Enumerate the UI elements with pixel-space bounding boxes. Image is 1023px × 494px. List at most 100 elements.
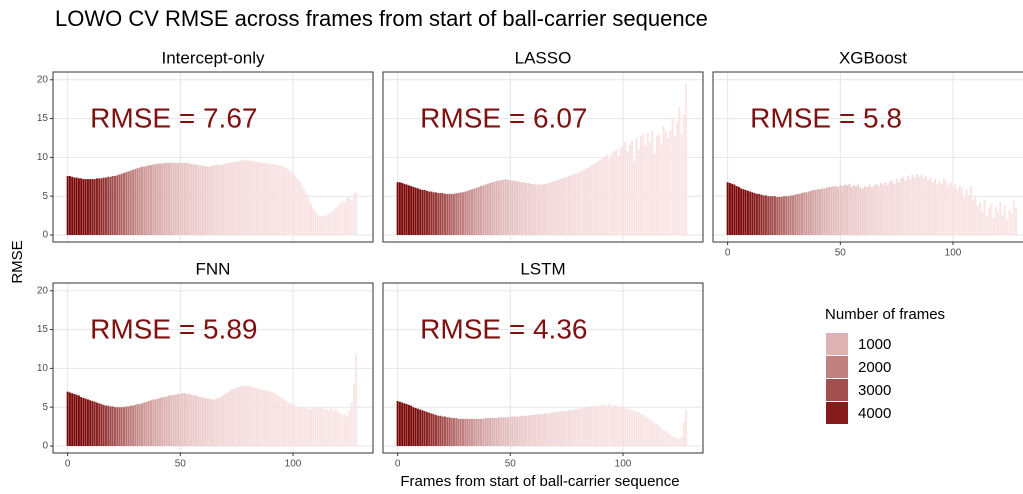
bar [439, 193, 442, 236]
bar [624, 141, 627, 236]
bar [401, 402, 404, 447]
bar [296, 406, 299, 447]
bar [789, 195, 792, 236]
bar [204, 397, 207, 447]
bar [979, 202, 982, 236]
bar [617, 407, 620, 447]
bar [812, 189, 815, 236]
bar [260, 389, 263, 447]
bar [527, 183, 530, 236]
bar [626, 151, 629, 236]
bar [437, 193, 440, 236]
bar [807, 191, 810, 236]
bar [495, 180, 498, 236]
bar [278, 165, 281, 236]
bar [143, 166, 146, 236]
bar [264, 162, 267, 236]
bar [183, 393, 186, 447]
bar [1015, 207, 1018, 236]
bar [434, 414, 437, 447]
bar [513, 180, 516, 236]
bar [888, 181, 891, 236]
bar [592, 406, 595, 447]
bar [954, 183, 957, 236]
bar [468, 418, 471, 447]
bar [457, 418, 460, 447]
panel-border [382, 71, 704, 243]
bar [518, 416, 521, 447]
bar [71, 393, 74, 447]
bar [122, 172, 125, 236]
bar [350, 200, 353, 236]
bar [486, 418, 489, 447]
bar [552, 181, 555, 236]
bar [667, 432, 670, 447]
bar [850, 186, 853, 236]
bar [785, 196, 788, 236]
bar [942, 178, 945, 236]
bar [210, 399, 213, 447]
bar [536, 414, 539, 447]
bar [475, 187, 478, 236]
bar [906, 176, 909, 236]
bar [773, 196, 776, 236]
bar [428, 412, 431, 447]
bar [343, 202, 346, 236]
bar [655, 424, 658, 447]
bar [585, 168, 588, 236]
bar [913, 177, 916, 236]
bar [150, 400, 153, 447]
bar [658, 134, 661, 236]
bar [73, 394, 76, 447]
bar [68, 392, 71, 447]
bar [879, 183, 882, 236]
bar [1010, 213, 1013, 236]
legend-key [826, 379, 848, 401]
bar [77, 178, 80, 236]
bar [612, 404, 615, 447]
bar [235, 161, 238, 236]
bar [71, 176, 74, 236]
bar [226, 163, 229, 236]
bar [328, 410, 331, 447]
bar [769, 196, 772, 236]
bar [529, 183, 532, 236]
bar [574, 409, 577, 447]
bar [177, 162, 180, 236]
facet-title: Intercept-only [162, 48, 265, 67]
bar [127, 171, 130, 236]
bar [473, 188, 476, 236]
bar [852, 185, 855, 236]
bar [253, 387, 256, 447]
bar [98, 178, 101, 236]
y-tick-label: 15 [37, 113, 49, 124]
bar [339, 203, 342, 236]
bar [210, 165, 213, 236]
bar [86, 179, 89, 236]
y-tick-label: 15 [37, 324, 49, 335]
bar [159, 397, 162, 447]
bar [500, 417, 503, 447]
bar [796, 193, 799, 236]
bar [608, 404, 611, 447]
bar [726, 182, 729, 236]
y-tick-label: 5 [42, 191, 48, 202]
bar [141, 166, 144, 236]
bar [599, 405, 602, 447]
bar [866, 186, 869, 236]
bar [635, 412, 638, 447]
bar [217, 164, 220, 236]
bar [405, 184, 408, 236]
bar [644, 145, 647, 236]
x-tick-label: 50 [175, 459, 187, 470]
bar [201, 165, 204, 236]
bar [278, 396, 281, 447]
bar [310, 408, 313, 447]
bar [1003, 205, 1006, 236]
bar [206, 398, 209, 447]
legend-label: 4000 [858, 405, 891, 422]
facet-title: FNN [196, 259, 231, 278]
bar [446, 193, 449, 236]
bar [489, 418, 492, 447]
